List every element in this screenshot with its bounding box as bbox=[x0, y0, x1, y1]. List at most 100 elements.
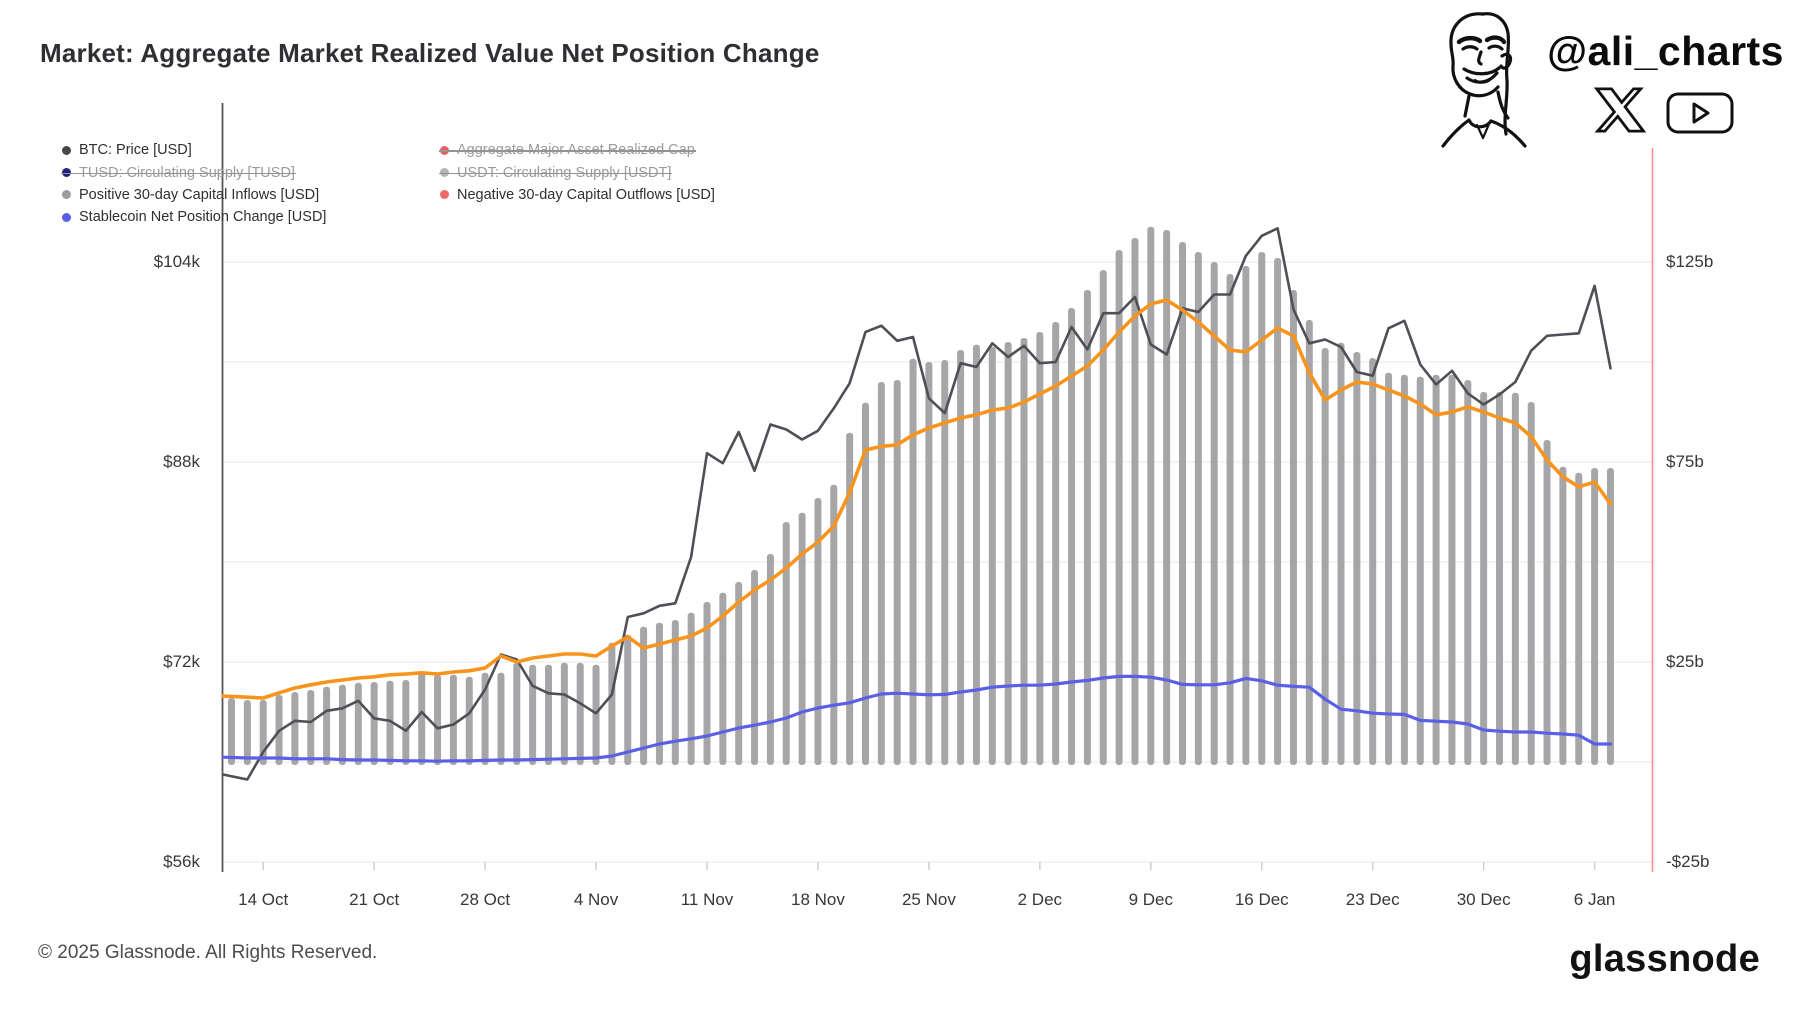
inflow-bar bbox=[1416, 376, 1424, 765]
inflow-bar bbox=[846, 432, 854, 765]
face-sketch-icon bbox=[1441, 12, 1527, 148]
btc-price-line bbox=[221, 227, 1612, 781]
legend-dot bbox=[440, 145, 449, 155]
inflow-bar bbox=[703, 602, 711, 765]
inflow-bar bbox=[513, 662, 521, 765]
legend-column-2: Aggregate Major Asset Realized Cap USDT: … bbox=[438, 139, 715, 206]
stablecoin-npc-line bbox=[221, 674, 1613, 763]
legend-item-negative-outflows[interactable]: Negative 30-day Capital Outflows [USD] bbox=[440, 184, 715, 206]
inflow-bar bbox=[988, 346, 996, 765]
inflow-bar bbox=[449, 674, 457, 765]
inflow-bar bbox=[1020, 338, 1028, 765]
legend-item-aggregate-realized-cap[interactable]: Aggregate Major Asset Realized Cap bbox=[439, 139, 696, 161]
legend: BTC: Price [USD] TUSD: Circulating Supply… bbox=[61, 139, 715, 229]
y-axis-label-left: $56k bbox=[163, 852, 200, 871]
legend-label: TUSD: Circulating Supply [TUSD] bbox=[79, 164, 295, 181]
inflow-bar bbox=[719, 592, 727, 765]
inflow-bar bbox=[481, 672, 489, 765]
inflow-bar bbox=[1052, 322, 1060, 765]
x-axis-label: 9 Dec bbox=[1128, 890, 1174, 909]
inflow-bar bbox=[671, 620, 679, 765]
inflow-bar bbox=[862, 402, 869, 765]
inflow-bar bbox=[782, 522, 790, 765]
legend-item-stablecoin-npc[interactable]: Stablecoin Net Position Change [USD] bbox=[62, 206, 326, 228]
inflow-bar bbox=[307, 690, 315, 765]
x-axis-label: 25 Nov bbox=[901, 890, 956, 909]
legend-item-btc-price[interactable]: BTC: Price [USD] bbox=[62, 139, 192, 161]
inflow-bar bbox=[640, 626, 648, 765]
inflow-bar bbox=[338, 684, 346, 765]
inflow-bar bbox=[972, 344, 980, 765]
legend-label: Aggregate Major Asset Realized Cap bbox=[457, 142, 695, 159]
inflow-bar bbox=[1480, 392, 1488, 765]
legend-label: USDT: Circulating Supply [USDT] bbox=[457, 164, 672, 181]
inflow-bar bbox=[1527, 402, 1535, 765]
inflow-bar bbox=[1131, 238, 1139, 765]
inflow-bar bbox=[766, 554, 774, 765]
inflow-bar bbox=[1147, 226, 1155, 766]
y-axis-label-right: $75b bbox=[1666, 452, 1704, 471]
legend-label: Negative 30-day Capital Outflows [USD] bbox=[457, 186, 715, 203]
x-axis-label: 16 Dec bbox=[1234, 890, 1289, 909]
inflow-bar bbox=[560, 662, 568, 765]
inflow-bar bbox=[1606, 468, 1614, 765]
y-axis-label-left: $88k bbox=[163, 452, 200, 471]
inflow-bar bbox=[1068, 308, 1076, 765]
inflow-bar bbox=[1305, 320, 1313, 765]
inflow-bar bbox=[386, 680, 394, 765]
inflow-bar bbox=[751, 570, 759, 765]
legend-dot bbox=[62, 145, 71, 155]
y-axis-label-right: -$25b bbox=[1666, 852, 1710, 871]
inflow-bar bbox=[1385, 372, 1393, 765]
inflow-bar bbox=[323, 686, 331, 765]
inflow-bar bbox=[1432, 374, 1440, 765]
inflow-bar bbox=[814, 498, 822, 765]
inflow-bar bbox=[1400, 374, 1408, 765]
inflow-bar bbox=[228, 698, 235, 765]
inflow-bar bbox=[434, 674, 442, 765]
x-axis-label: 14 Oct bbox=[238, 890, 289, 909]
inflow-bar bbox=[497, 672, 505, 765]
inflow-bar bbox=[925, 362, 933, 765]
inflow-bar bbox=[1448, 374, 1456, 765]
legend-label: Stablecoin Net Position Change [USD] bbox=[79, 209, 327, 226]
inflow-bar bbox=[608, 642, 616, 765]
inflow-bar bbox=[909, 358, 917, 765]
inflow-bar bbox=[1210, 262, 1218, 765]
x-axis-label: 30 Dec bbox=[1456, 890, 1511, 909]
positive-inflow-bars bbox=[228, 226, 1614, 766]
inflow-bar bbox=[1337, 342, 1345, 765]
inflow-bar bbox=[1099, 270, 1107, 765]
x-axis-label: 18 Nov bbox=[791, 890, 845, 909]
legend-item-positive-inflows[interactable]: Positive 30-day Capital Inflows [USD] bbox=[62, 184, 319, 206]
inflow-bar bbox=[576, 662, 584, 765]
inflow-bar bbox=[1083, 290, 1091, 765]
legend-dot bbox=[62, 168, 71, 178]
inflow-bar bbox=[624, 634, 632, 765]
orange-net-flow-line bbox=[221, 298, 1613, 700]
x-axis-label: 11 Nov bbox=[680, 890, 734, 909]
x-axis-label: 4 Nov bbox=[573, 890, 619, 909]
inflow-bar bbox=[1511, 392, 1519, 765]
x-logo-icon bbox=[1594, 87, 1646, 133]
legend-item-tusd-supply[interactable]: TUSD: Circulating Supply [TUSD] bbox=[61, 161, 296, 183]
inflow-bar bbox=[893, 380, 901, 765]
inflow-bar bbox=[529, 664, 537, 765]
legend-label: Positive 30-day Capital Inflows [USD] bbox=[79, 186, 320, 203]
y-axis-label-right: $25b bbox=[1666, 652, 1704, 671]
legend-item-usdt-supply[interactable]: USDT: Circulating Supply [USDT] bbox=[438, 161, 673, 183]
inflow-bar bbox=[941, 360, 949, 765]
page-title: Market: Aggregate Market Realized Value … bbox=[40, 38, 820, 68]
inflow-bar bbox=[402, 680, 410, 765]
x-axis-label: 23 Dec bbox=[1345, 890, 1400, 909]
inflow-bar bbox=[830, 484, 838, 765]
x-axis-label: 2 Dec bbox=[1017, 890, 1063, 909]
author-handle: @ali_charts bbox=[1547, 28, 1784, 74]
inflow-bar bbox=[1179, 242, 1186, 765]
inflow-bar bbox=[1496, 392, 1503, 765]
legend-dot bbox=[62, 212, 71, 222]
glassnode-wordmark: glassnode bbox=[1569, 938, 1760, 980]
inflow-bar bbox=[1543, 440, 1551, 765]
inflow-bar bbox=[370, 682, 378, 765]
